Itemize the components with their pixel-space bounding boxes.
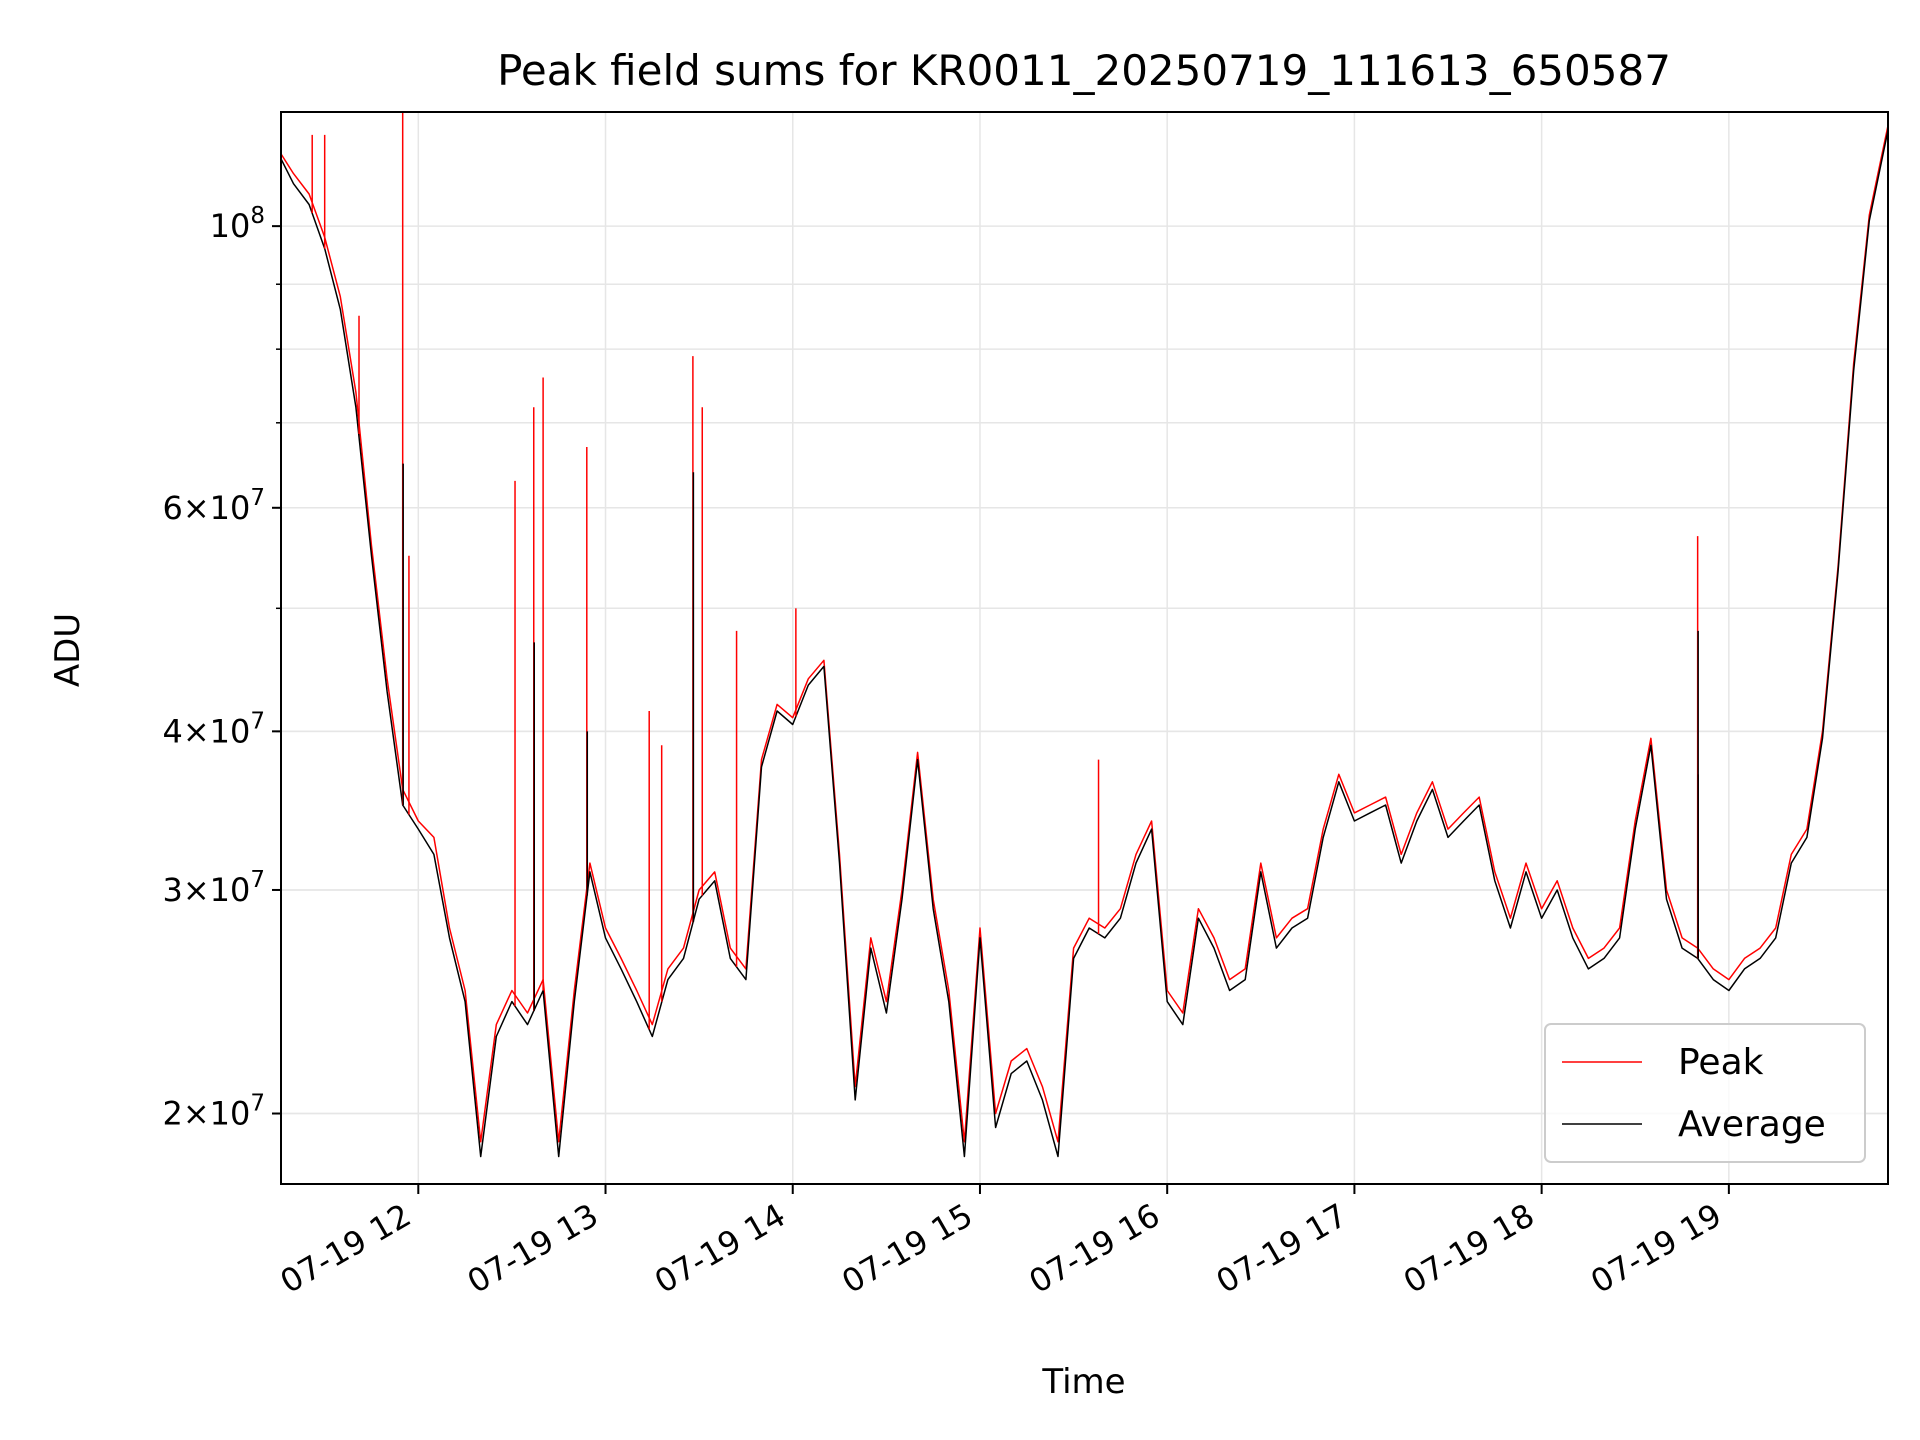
legend-box <box>1544 1023 1866 1163</box>
y-axis: 2×107 3×107 4×107 6×107 108 <box>162 203 281 1133</box>
chart-title: Peak field sums for KR0011_20250719_1116… <box>497 46 1671 95</box>
y-tick-label: 3×107 <box>162 867 265 909</box>
y-axis-label: ADU <box>48 613 88 687</box>
legend-label-average: Average <box>1678 1104 1826 1145</box>
plot-frame <box>280 111 1889 1185</box>
y-tick-label: 2×107 <box>162 1091 265 1133</box>
series-line-average <box>281 130 1888 1158</box>
y-tick-label: 6×107 <box>162 485 265 527</box>
legend: Peak Average <box>1544 1023 1866 1163</box>
y-tick-label: 4×107 <box>162 708 265 750</box>
grid <box>281 112 1888 1184</box>
x-axis-label: Time <box>1041 1362 1125 1402</box>
series-line-peak <box>281 125 1888 1143</box>
y-tick-label: 108 <box>210 203 265 245</box>
series-group <box>281 112 1888 1158</box>
legend-label-peak: Peak <box>1678 1042 1764 1083</box>
